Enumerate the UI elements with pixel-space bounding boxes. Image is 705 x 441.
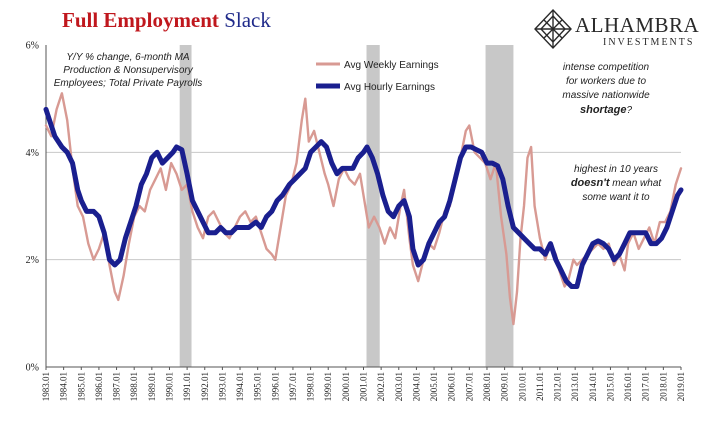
- legend: Avg Weekly Earnings Avg Hourly Earnings: [316, 60, 439, 93]
- x-tick-label: 1995.01: [253, 372, 263, 401]
- weekly-earnings-line: [44, 92, 683, 326]
- x-tick-label: 1992.01: [200, 372, 210, 401]
- x-tick-label: 1996.01: [270, 372, 280, 401]
- chart-title-part2: Slack: [224, 8, 271, 32]
- legend-label-weekly: Avg Weekly Earnings: [344, 60, 439, 71]
- x-tick-label: 2019.01: [676, 372, 686, 401]
- x-tick-label: 1984.01: [59, 372, 69, 401]
- x-tick-label: 2017.01: [641, 372, 651, 401]
- annotation-1-line-2: for workers due to: [566, 76, 646, 87]
- alhambra-logo: ALHAMBRA INVESTMENTS: [533, 8, 703, 52]
- x-tick-label: 1986.01: [94, 372, 104, 401]
- series-lines: [43, 92, 684, 326]
- x-tick-label: 1988.01: [129, 372, 139, 401]
- x-tick-label: 2009.01: [500, 372, 510, 401]
- x-tick-label: 2018.01: [658, 372, 668, 401]
- subtitle-line-3: Employees; Total Private Payrolls: [54, 78, 203, 89]
- x-tick-label: 2000.01: [341, 372, 351, 401]
- recession-band-1: [179, 45, 192, 367]
- annotation-2-line-1: highest in 10 years: [574, 164, 658, 175]
- annotation-1-line-4: shortage?: [580, 104, 632, 116]
- x-tick-label: 2012.01: [553, 372, 563, 401]
- annotation-1-tail: ?: [626, 105, 632, 116]
- annotation-1-line-1: intense competition: [563, 62, 650, 73]
- subtitle-line-1: Y/Y % change, 6-month MA: [66, 52, 190, 63]
- diamond-lattice-icon: [534, 8, 572, 50]
- x-tick-label: 2008.01: [482, 372, 492, 401]
- x-tick-label: 2013.01: [570, 372, 580, 401]
- x-tick-label: 2015.01: [605, 372, 615, 401]
- x-tick-label: 1991.01: [182, 372, 192, 401]
- x-tick-label: 2011.01: [535, 372, 545, 401]
- x-tick-label: 1999.01: [323, 372, 333, 401]
- subtitle-note: Y/Y % change, 6-month MA Production & No…: [54, 52, 203, 89]
- x-tick-label: 2010.01: [517, 372, 527, 401]
- annotation-2-bold: doesn't: [571, 177, 611, 189]
- x-tick-label: 2004.01: [411, 372, 421, 401]
- subtitle-line-2: Production & Nonsupervisory: [63, 65, 194, 76]
- x-tick-label: 1997.01: [288, 372, 298, 401]
- x-tick-label: 2007.01: [464, 372, 474, 401]
- hourly-earnings-line: [43, 106, 684, 289]
- x-tick-label: 2005.01: [429, 372, 439, 401]
- logo-subtitle: INVESTMENTS: [603, 37, 695, 48]
- chart-title: Full Employment Slack: [62, 8, 271, 33]
- x-tick-label: 1983.01: [41, 372, 51, 401]
- y-tick-label: 0%: [26, 363, 39, 374]
- annotation-shortage: intense competition for workers due to m…: [562, 62, 650, 116]
- x-tick-label: 2016.01: [623, 372, 633, 401]
- axes: 0% 2% 4% 6% 1983.01 1984.01 1985.01 1986.01 1987…: [26, 41, 686, 402]
- x-tick-label: 1990.01: [164, 372, 174, 401]
- annotation-2-line-3: some want it to: [582, 192, 650, 203]
- x-tick-label: 1987.01: [112, 372, 122, 401]
- annotation-2-line-2: doesn't mean what: [571, 177, 663, 189]
- x-tick-label: 1994.01: [235, 372, 245, 401]
- logo-name: ALHAMBRA: [575, 13, 700, 37]
- annotation-1-bold: shortage: [580, 104, 626, 116]
- y-tick-label: 6%: [26, 41, 39, 52]
- recession-band-2: [366, 45, 380, 367]
- x-tick-label: 2002.01: [376, 372, 386, 401]
- x-tick-label: 2014.01: [588, 372, 598, 401]
- y-tick-label: 2%: [26, 255, 39, 266]
- x-tick-label: 1993.01: [217, 372, 227, 401]
- annotation-2-rest: mean what: [609, 178, 662, 189]
- x-tick-label: 2003.01: [394, 372, 404, 401]
- x-tick-label: 1989.01: [147, 372, 157, 401]
- x-tick-label: 1985.01: [76, 372, 86, 401]
- x-tick-label: 2001.01: [359, 372, 369, 401]
- annotation-highest: highest in 10 years doesn't mean what so…: [571, 164, 663, 203]
- y-tick-label: 4%: [26, 148, 39, 159]
- x-tick-label: 2006.01: [447, 372, 457, 401]
- legend-label-hourly: Avg Hourly Earnings: [344, 82, 435, 93]
- chart-title-part1: Full Employment: [62, 8, 219, 32]
- recession-bands: [179, 45, 514, 367]
- annotation-1-line-3: massive nationwide: [562, 90, 650, 101]
- x-tick-label: 1998.01: [306, 372, 316, 401]
